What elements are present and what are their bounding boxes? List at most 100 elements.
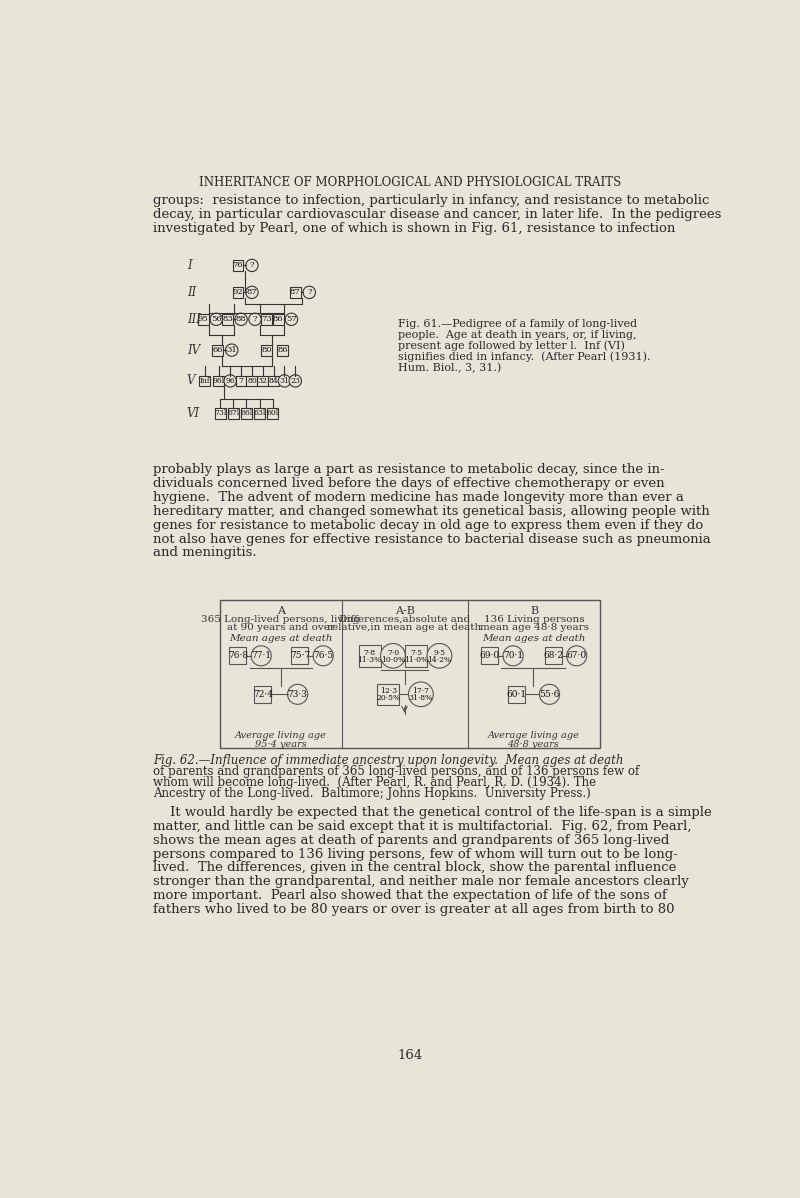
Text: Inf: Inf [199, 377, 210, 385]
Text: Fig. 62.—Influence of immediate ancestry upon longevity.  Mean ages at death: Fig. 62.—Influence of immediate ancestry… [153, 755, 623, 768]
Text: 67·0: 67·0 [566, 652, 586, 660]
FancyBboxPatch shape [213, 375, 224, 386]
Text: present age followed by letter l.  Inf (VI): present age followed by letter l. Inf (V… [398, 341, 626, 351]
Text: 72·4: 72·4 [253, 690, 273, 698]
Text: IV: IV [187, 344, 200, 357]
Text: genes for resistance to metabolic decay in old age to express them even if they : genes for resistance to metabolic decay … [153, 519, 703, 532]
FancyBboxPatch shape [254, 685, 271, 703]
Circle shape [278, 375, 290, 387]
Text: shows the mean ages at death of parents and grandparents of 365 long-lived: shows the mean ages at death of parents … [153, 834, 669, 847]
FancyBboxPatch shape [290, 288, 301, 298]
Text: relative,in mean age at death: relative,in mean age at death [327, 623, 482, 633]
Circle shape [235, 313, 247, 326]
Circle shape [539, 684, 559, 704]
Text: 9·5: 9·5 [434, 649, 446, 657]
Text: I: I [187, 259, 191, 272]
Text: 73: 73 [262, 315, 272, 323]
FancyBboxPatch shape [545, 647, 562, 664]
Text: Average living age: Average living age [487, 731, 579, 740]
Text: 69·0: 69·0 [480, 652, 500, 660]
Text: ?: ? [253, 315, 258, 323]
FancyBboxPatch shape [228, 407, 238, 418]
Text: 12·3: 12·3 [380, 688, 397, 695]
Circle shape [249, 313, 261, 326]
Text: Differences,absolute and: Differences,absolute and [339, 615, 470, 624]
Text: 95: 95 [198, 315, 209, 323]
Text: 14·2%: 14·2% [427, 655, 451, 664]
Text: 136 Living persons: 136 Living persons [484, 615, 584, 624]
Text: It would hardly be expected that the genetical control of the life-span is a sim: It would hardly be expected that the gen… [153, 806, 711, 819]
Text: 80: 80 [262, 346, 272, 355]
FancyBboxPatch shape [233, 260, 243, 271]
Text: 68·2: 68·2 [543, 652, 563, 660]
Text: 84: 84 [269, 377, 278, 385]
Text: dividuals concerned lived before the days of effective chemotherapy or even: dividuals concerned lived before the day… [153, 477, 664, 490]
Text: 23: 23 [290, 377, 300, 385]
FancyBboxPatch shape [291, 647, 309, 664]
Text: 17·7: 17·7 [412, 688, 430, 695]
Text: 60l: 60l [266, 410, 279, 417]
Text: investigated by Pearl, one of which is shown in Fig. 61, resistance to infection: investigated by Pearl, one of which is s… [153, 222, 675, 235]
FancyBboxPatch shape [262, 314, 272, 325]
Text: 70·1: 70·1 [503, 652, 523, 660]
Text: 32: 32 [258, 377, 268, 385]
FancyBboxPatch shape [254, 407, 265, 418]
Text: V: V [187, 375, 195, 387]
Text: 96l: 96l [213, 377, 225, 385]
Text: more important.  Pearl also showed that the expectation of life of the sons of: more important. Pearl also showed that t… [153, 889, 666, 902]
Text: 92: 92 [233, 289, 243, 296]
Text: hereditary matter, and changed somewhat its genetical basis, allowing people wit: hereditary matter, and changed somewhat … [153, 504, 710, 518]
Text: 11·0%: 11·0% [404, 655, 428, 664]
Text: fathers who lived to be 80 years or over is greater at all ages from birth to 80: fathers who lived to be 80 years or over… [153, 903, 674, 916]
Text: 87: 87 [246, 289, 258, 296]
Text: 96: 96 [226, 377, 235, 385]
Text: 88: 88 [236, 315, 246, 323]
Text: 86: 86 [273, 315, 283, 323]
Circle shape [381, 643, 406, 668]
Text: decay, in particular cardiovascular disease and cancer, in later life.  In the p: decay, in particular cardiovascular dise… [153, 207, 721, 220]
Text: A-B: A-B [394, 606, 414, 616]
Circle shape [224, 375, 237, 387]
Text: 73·3: 73·3 [288, 690, 307, 698]
FancyBboxPatch shape [233, 288, 243, 298]
Text: stronger than the grandparental, and neither male nor female ancestors clearly: stronger than the grandparental, and nei… [153, 876, 689, 888]
FancyBboxPatch shape [241, 407, 252, 418]
FancyBboxPatch shape [267, 407, 278, 418]
FancyBboxPatch shape [406, 645, 427, 666]
FancyBboxPatch shape [268, 375, 279, 386]
FancyBboxPatch shape [236, 375, 246, 386]
FancyBboxPatch shape [199, 375, 210, 386]
Text: Fig. 61.—Pedigree of a family of long-lived: Fig. 61.—Pedigree of a family of long-li… [398, 320, 638, 329]
Text: 73l: 73l [214, 410, 226, 417]
Circle shape [503, 646, 523, 666]
Circle shape [286, 313, 298, 326]
Text: 86: 86 [278, 346, 288, 355]
Text: Hum. Biol., 3, 31.): Hum. Biol., 3, 31.) [398, 363, 502, 373]
Circle shape [303, 286, 315, 298]
Text: INHERITANCE OF MORPHOLOGICAL AND PHYSIOLOGICAL TRAITS: INHERITANCE OF MORPHOLOGICAL AND PHYSIOL… [199, 176, 621, 189]
FancyBboxPatch shape [198, 314, 209, 325]
Text: lived.  The differences, given in the central block, show the parental influence: lived. The differences, given in the cen… [153, 861, 676, 875]
Text: B: B [530, 606, 538, 616]
Text: 7·8: 7·8 [364, 649, 376, 657]
FancyBboxPatch shape [246, 375, 258, 386]
Text: 31: 31 [226, 346, 237, 355]
Circle shape [287, 684, 308, 704]
Text: 76: 76 [233, 261, 243, 270]
Text: 48·8 years: 48·8 years [507, 739, 559, 749]
FancyBboxPatch shape [482, 647, 498, 664]
Text: and meningitis.: and meningitis. [153, 546, 256, 559]
Text: 7·0: 7·0 [387, 649, 399, 657]
Text: not also have genes for effective resistance to bacterial disease such as pneumo: not also have genes for effective resist… [153, 533, 710, 545]
Text: 7: 7 [238, 377, 243, 385]
Circle shape [251, 646, 271, 666]
Text: 66l: 66l [241, 410, 253, 417]
Text: 63l: 63l [254, 410, 266, 417]
Circle shape [226, 344, 238, 356]
Text: groups:  resistance to infection, particularly in infancy, and resistance to met: groups: resistance to infection, particu… [153, 194, 709, 207]
Text: ?: ? [307, 289, 311, 296]
Text: 164: 164 [398, 1048, 422, 1061]
Text: matter, and little can be said except that it is multifactorial.  Fig. 62, from : matter, and little can be said except th… [153, 819, 691, 833]
Bar [220, 600, 600, 749]
Text: 365 Long-lived persons, living: 365 Long-lived persons, living [201, 615, 360, 624]
